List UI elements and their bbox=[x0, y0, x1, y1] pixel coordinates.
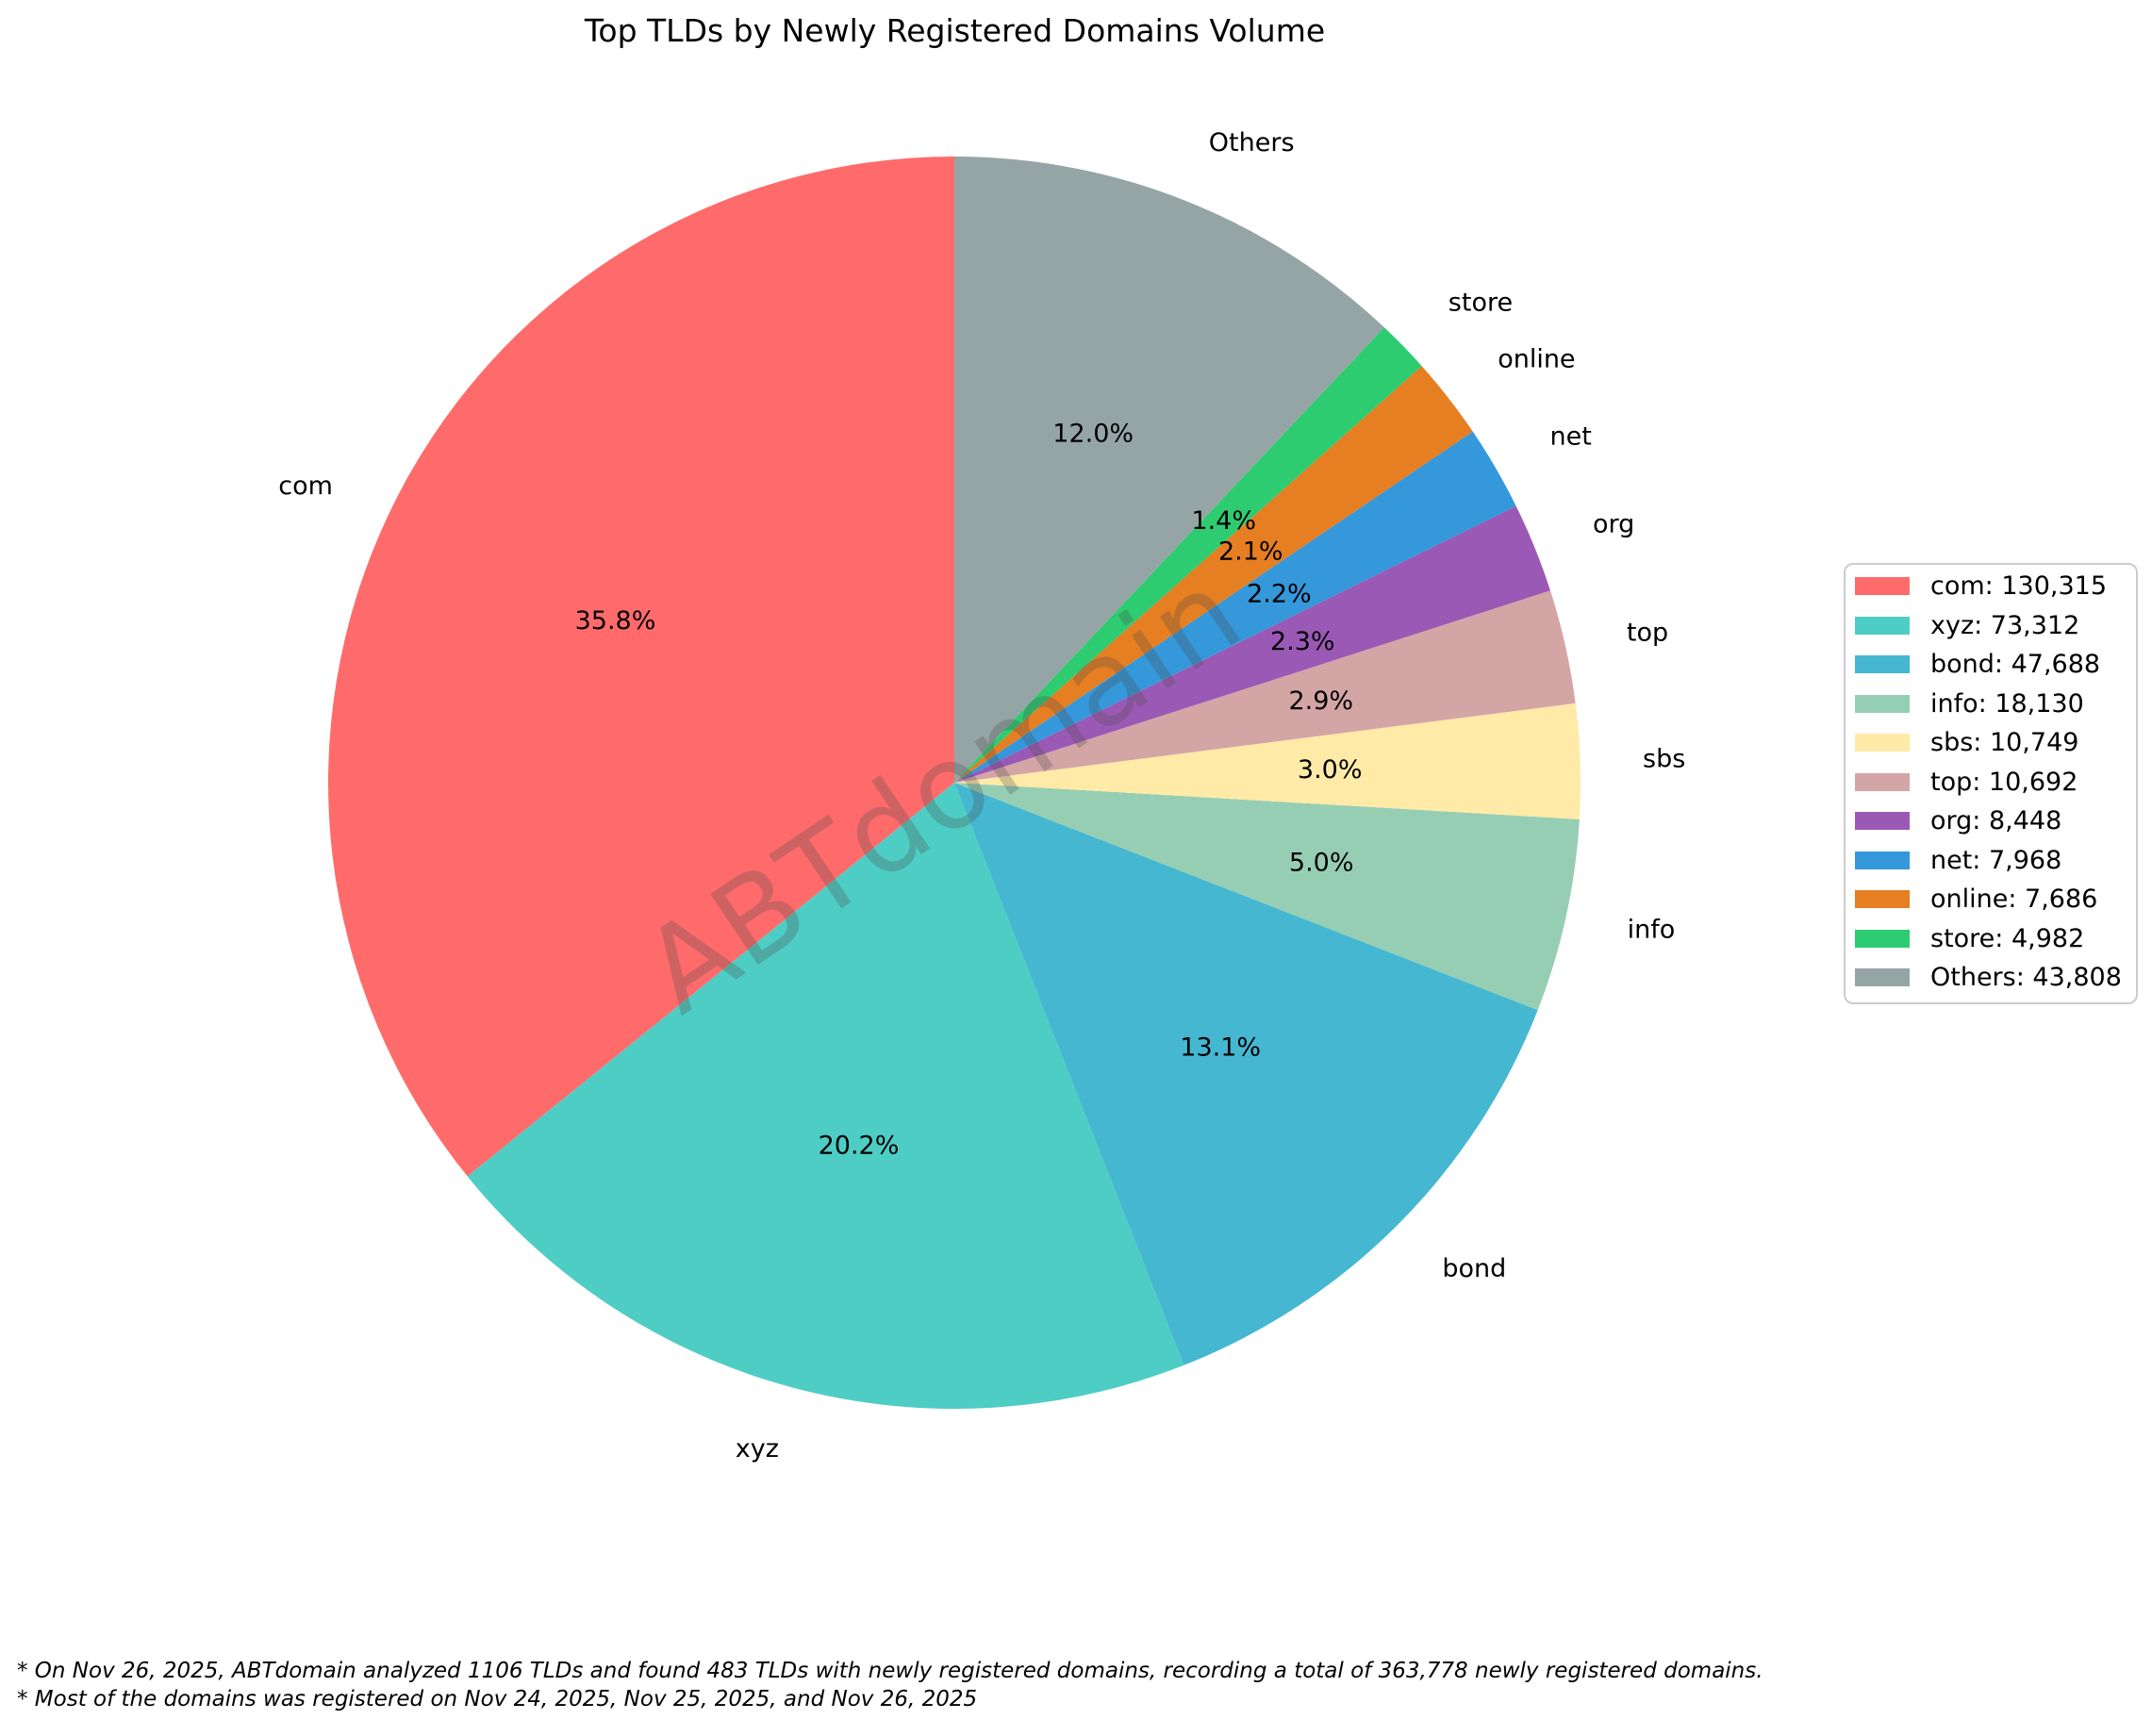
legend-label: info: 18,130 bbox=[1930, 688, 2084, 719]
pie-slice-bond bbox=[954, 783, 1538, 1365]
pie-category-labels: com xyz bond info sbs top org net online store Oth… bbox=[278, 128, 1685, 1463]
pie-slice-net bbox=[954, 431, 1516, 783]
legend-label: net: 7,968 bbox=[1930, 845, 2062, 875]
pie-category-label-top: top bbox=[1627, 619, 1668, 648]
legend-item-Others: Others: 43,808 bbox=[1855, 958, 2136, 998]
legend-label: bond: 47,688 bbox=[1930, 650, 2101, 680]
legend-item-top: top: 10,692 bbox=[1855, 763, 2136, 802]
pie-category-label-info: info bbox=[1628, 915, 1676, 944]
pie-pct-label-org: 2.3% bbox=[1270, 627, 1335, 656]
legend-label: sbs: 10,749 bbox=[1930, 728, 2079, 758]
pie-pct-label-info: 5.0% bbox=[1289, 849, 1354, 878]
chart-title: Top TLDs by Newly Registered Domains Vol… bbox=[584, 12, 1326, 49]
legend-item-sbs: sbs: 10,749 bbox=[1855, 723, 2136, 763]
pie-slices bbox=[328, 157, 1581, 1410]
pie-category-label-xyz: xyz bbox=[736, 1434, 779, 1463]
pie-pct-label-sbs: 3.0% bbox=[1298, 755, 1363, 785]
pie-slice-top bbox=[954, 590, 1576, 783]
pie-category-label-com: com bbox=[278, 471, 333, 501]
pie-category-label-bond: bond bbox=[1442, 1254, 1506, 1283]
pie-slice-info bbox=[954, 783, 1580, 1011]
pie-pct-label-Others: 12.0% bbox=[1052, 419, 1134, 448]
legend-item-net: net: 7,968 bbox=[1855, 841, 2136, 881]
footnote-line-2: * Most of the domains was registered on … bbox=[17, 1687, 978, 1711]
pie-category-label-online: online bbox=[1498, 345, 1575, 374]
legend-item-org: org: 8,448 bbox=[1855, 802, 2136, 841]
legend: com: 130,315 xyz: 73,312 bond: 47,688 info:… bbox=[1844, 563, 2138, 1004]
legend-swatch-com bbox=[1855, 577, 1910, 596]
legend-swatch-online bbox=[1855, 890, 1910, 909]
pie-slice-Others bbox=[954, 157, 1384, 783]
legend-label: Others: 43,808 bbox=[1930, 963, 2122, 993]
legend-swatch-store bbox=[1855, 929, 1910, 948]
footnotes: * On Nov 26, 2025, ABTdomain analyzed 11… bbox=[17, 1657, 1763, 1713]
legend-swatch-sbs bbox=[1855, 734, 1910, 752]
legend-item-xyz: xyz: 73,312 bbox=[1855, 606, 2136, 646]
legend-swatch-bond bbox=[1855, 655, 1910, 674]
pie-slice-online bbox=[954, 366, 1473, 783]
legend-label: store: 4,982 bbox=[1930, 923, 2085, 953]
pie-category-label-Others: Others bbox=[1209, 128, 1295, 157]
pie-pct-label-store: 1.4% bbox=[1191, 506, 1256, 536]
pie-slice-store bbox=[954, 327, 1422, 783]
legend-label: org: 8,448 bbox=[1930, 806, 2062, 836]
pie-slice-org bbox=[954, 505, 1550, 783]
legend-item-online: online: 7,686 bbox=[1855, 880, 2136, 919]
footnote-line-1: * On Nov 26, 2025, ABTdomain analyzed 11… bbox=[17, 1659, 1763, 1683]
pie-pct-label-net: 2.2% bbox=[1247, 579, 1312, 608]
legend-swatch-org bbox=[1855, 812, 1910, 831]
legend-swatch-Others bbox=[1855, 968, 1910, 987]
pie-percent-labels: 35.8%20.2%13.1%5.0%3.0%2.9%2.3%2.2%2.1%1… bbox=[575, 419, 1363, 1160]
legend-swatch-info bbox=[1855, 694, 1910, 713]
pie-slice-com bbox=[328, 157, 955, 1177]
legend-swatch-net bbox=[1855, 851, 1910, 869]
legend-item-bond: bond: 47,688 bbox=[1855, 645, 2136, 685]
legend-item-info: info: 18,130 bbox=[1855, 685, 2136, 724]
legend-label: top: 10,692 bbox=[1930, 767, 2078, 797]
legend-item-com: com: 130,315 bbox=[1855, 567, 2136, 606]
pie-category-label-sbs: sbs bbox=[1643, 745, 1685, 774]
pie-slice-sbs bbox=[954, 703, 1581, 819]
legend-label: xyz: 73,312 bbox=[1930, 610, 2080, 640]
pie-pct-label-xyz: 20.2% bbox=[819, 1132, 900, 1161]
legend-label: online: 7,686 bbox=[1930, 885, 2098, 915]
pie-pct-label-top: 2.9% bbox=[1288, 686, 1353, 716]
legend-swatch-top bbox=[1855, 772, 1910, 791]
legend-swatch-xyz bbox=[1855, 616, 1910, 635]
pie-pct-label-bond: 13.1% bbox=[1180, 1033, 1261, 1063]
pie-category-label-org: org bbox=[1593, 509, 1634, 538]
legend-item-store: store: 4,982 bbox=[1855, 919, 2136, 959]
pie-slice-xyz bbox=[467, 783, 1184, 1410]
pie-category-label-store: store bbox=[1448, 289, 1513, 318]
pie-category-label-net: net bbox=[1550, 422, 1592, 451]
pie-pct-label-com: 35.8% bbox=[575, 606, 656, 636]
pie-pct-label-online: 2.1% bbox=[1218, 537, 1283, 567]
legend-label: com: 130,315 bbox=[1930, 571, 2107, 602]
